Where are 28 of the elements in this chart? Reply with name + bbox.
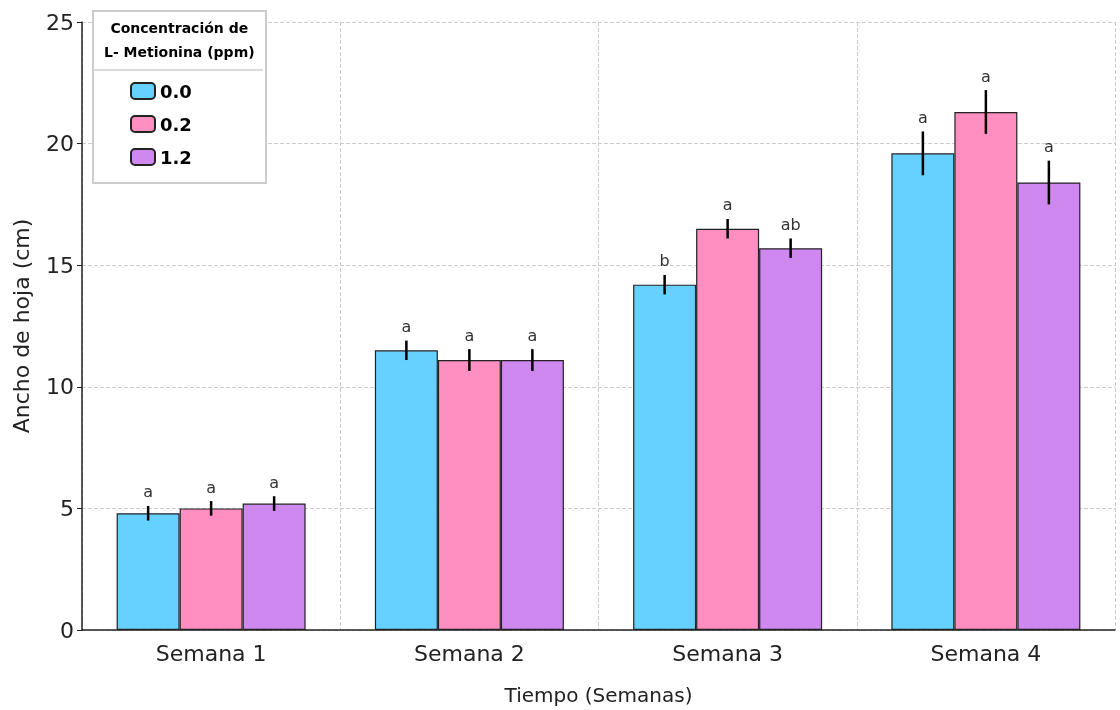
- y-tick-label: 5: [60, 495, 74, 521]
- x-tick-label: Semana 4: [930, 640, 1042, 666]
- y-tick-label: 0: [60, 617, 74, 643]
- y-tick-label: 25: [46, 9, 74, 35]
- legend-label: 1.2: [160, 146, 192, 168]
- data-label: a: [917, 107, 928, 127]
- data-label: a: [980, 66, 991, 86]
- y-tick-label: 20: [46, 131, 74, 157]
- data-label: a: [464, 325, 475, 345]
- data-label: a: [722, 195, 733, 215]
- y-axis-title: Ancho de hoja (cm): [8, 218, 34, 434]
- data-label: a: [1043, 137, 1054, 157]
- data-label: a: [401, 317, 412, 337]
- y-tick-label: 10: [46, 374, 74, 400]
- x-tick-label: Semana 2: [413, 640, 525, 666]
- legend-label: 0.2: [160, 113, 192, 135]
- y-tick-label: 15: [46, 252, 74, 278]
- x-tick-label: Semana 1: [155, 640, 267, 666]
- data-label: a: [206, 477, 217, 497]
- data-label: b: [659, 251, 670, 271]
- legend-title: Concentración de L- Metionina (ppm): [104, 20, 255, 60]
- data-label: a: [527, 325, 538, 345]
- data-label: a: [269, 472, 280, 492]
- x-tick-label: Semana 3: [672, 640, 784, 666]
- data-label: ab: [780, 214, 801, 234]
- x-axis-title: Tiempo (Semanas): [503, 683, 693, 707]
- data-label: a: [143, 482, 154, 502]
- legend-label: 0.0: [160, 80, 192, 102]
